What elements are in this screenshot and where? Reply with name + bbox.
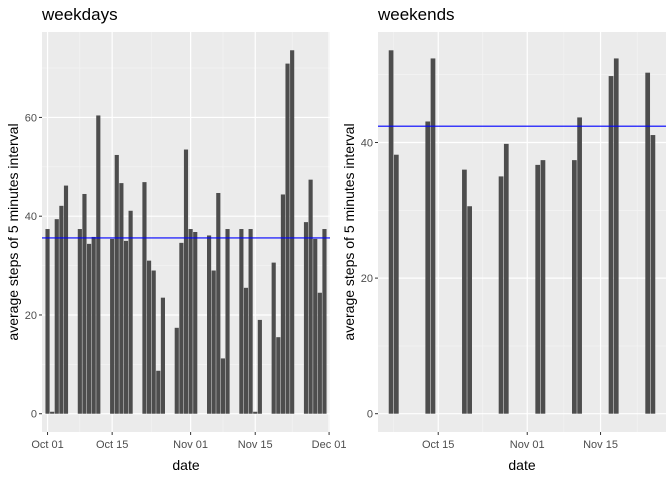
weekdays-bar: [285, 63, 290, 414]
weekends-y-ticks: 0 20 40: [361, 138, 378, 421]
weekdays-x-tick-label: Dec 01: [312, 439, 347, 451]
weekdays-bar: [303, 222, 309, 414]
weekdays-bar: [248, 229, 253, 414]
weekdays-x-axis-title: date: [172, 457, 199, 473]
weekdays-bar: [59, 205, 64, 414]
weekends-bar: [577, 117, 582, 414]
weekdays-bar: [211, 270, 216, 414]
weekends-bar: [535, 164, 541, 414]
weekdays-panel: weekdays 0 20 40 60 Oct 01 Oct 15 Nov 01 Nov 1…: [5, 5, 347, 473]
weekends-bar: [503, 143, 509, 414]
weekends-bar: [650, 135, 656, 414]
weekdays-title: weekdays: [41, 5, 118, 24]
weekdays-bar: [239, 229, 244, 414]
weekdays-y-ticks: 0 20 40 60: [25, 112, 42, 421]
weekdays-bar: [96, 115, 101, 414]
weekdays-x-tick-label: Nov 01: [173, 439, 208, 451]
weekdays-x-tick-label: Oct 15: [96, 439, 128, 451]
weekdays-y-tick-label: 20: [25, 310, 37, 322]
weekdays-bar: [225, 229, 230, 414]
weekends-bar: [388, 50, 394, 414]
weekdays-bar: [142, 182, 147, 414]
weekdays-bar: [317, 292, 322, 414]
weekdays-bar: [243, 287, 249, 414]
weekdays-bar: [82, 193, 87, 414]
weekends-bar: [540, 160, 546, 414]
weekdays-bar: [151, 270, 156, 414]
weekdays-bar: [276, 337, 281, 414]
weekdays-bar: [308, 179, 313, 414]
weekdays-bar: [216, 192, 221, 414]
weekends-panel: weekends 0 20 40 Oct 15 Nov 01 Nov 15 date a…: [341, 5, 666, 473]
weekdays-bar: [87, 243, 92, 414]
weekends-bar: [393, 154, 399, 414]
weekdays-bar: [313, 238, 318, 414]
weekends-bar: [430, 58, 436, 414]
weekdays-bar: [54, 219, 59, 414]
weekdays-bar: [156, 370, 161, 414]
weekends-y-tick-label: 0: [367, 409, 373, 421]
weekdays-bar: [253, 411, 258, 414]
weekdays-bar: [290, 50, 295, 414]
weekdays-x-tick-label: Nov 15: [238, 439, 273, 451]
weekdays-bar: [77, 229, 82, 414]
weekends-bar: [613, 58, 619, 414]
weekends-y-axis-title: average steps of 5 minutes interval: [341, 123, 357, 340]
weekdays-bar: [257, 319, 262, 414]
weekdays-bar: [271, 262, 276, 414]
weekdays-bar: [183, 149, 189, 414]
weekdays-bar: [147, 260, 152, 414]
weekends-x-tick-label: Oct 15: [422, 439, 454, 451]
weekends-bar: [572, 160, 577, 414]
weekends-title: weekends: [377, 5, 455, 24]
weekdays-bar: [280, 194, 285, 414]
weekends-bar: [462, 169, 467, 414]
weekdays-bar: [63, 185, 69, 414]
weekdays-bar: [50, 411, 55, 414]
weekdays-bar: [160, 297, 165, 414]
weekdays-bar: [220, 358, 225, 414]
weekdays-y-tick-label: 0: [31, 409, 37, 421]
weekdays-bar: [174, 327, 179, 414]
weekends-bar: [425, 121, 431, 414]
weekdays-bar: [193, 232, 198, 414]
weekdays-y-axis-title: average steps of 5 minutes interval: [5, 123, 21, 340]
weekends-x-ticks: Oct 15 Nov 01 Nov 15: [422, 432, 618, 451]
weekdays-bar: [91, 236, 96, 414]
weekdays-bar: [322, 229, 327, 414]
weekdays-bar: [114, 154, 119, 414]
weekends-bar: [498, 176, 504, 414]
weekends-plot-background: [378, 32, 666, 432]
weekdays-y-tick-label: 60: [25, 112, 37, 124]
weekends-x-axis-title: date: [508, 457, 535, 473]
weekdays-bar: [128, 210, 133, 414]
weekends-y-tick-label: 20: [361, 273, 373, 285]
weekdays-bar: [207, 235, 212, 414]
weekdays-bars: [45, 50, 327, 414]
weekdays-bar: [110, 238, 115, 414]
weekdays-y-tick-label: 40: [25, 211, 37, 223]
weekends-bar: [608, 76, 614, 414]
weekends-bar: [645, 72, 651, 414]
weekdays-bar: [188, 229, 193, 414]
weekends-x-tick-label: Nov 01: [510, 439, 545, 451]
weekends-bar: [467, 206, 472, 414]
weekends-x-tick-label: Nov 15: [583, 439, 618, 451]
weekdays-bar: [123, 240, 129, 414]
weekdays-bar: [179, 242, 184, 414]
weekdays-bar: [119, 183, 124, 414]
weekends-bars: [388, 50, 656, 414]
weekends-y-tick-label: 40: [361, 138, 373, 150]
weekdays-x-ticks: Oct 01 Oct 15 Nov 01 Nov 15 Dec 01: [31, 432, 347, 451]
weekdays-bar: [45, 229, 50, 414]
weekdays-x-tick-label: Oct 01: [31, 439, 63, 451]
